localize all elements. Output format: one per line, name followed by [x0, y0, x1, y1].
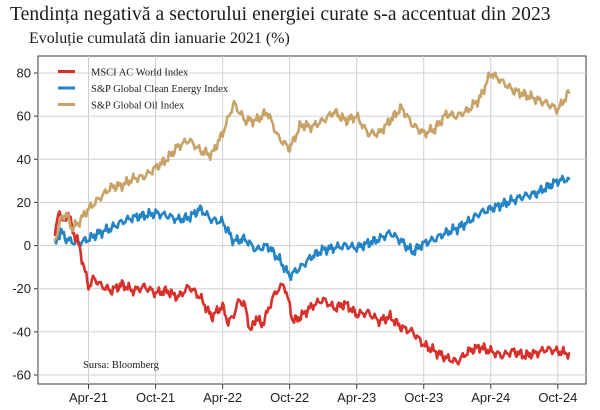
series-layer [53, 71, 571, 366]
legend-swatch-msci [58, 70, 75, 73]
chart-subtitle: Evoluție cumulată din ianuarie 2021 (%) [29, 30, 290, 47]
legend: MSCI AC World Index S&P Global Clean Ene… [58, 68, 229, 112]
y-tick-label: -40 [12, 324, 31, 339]
oil-index-line [53, 71, 571, 242]
x-axis: Apr-21 Oct-21 Apr-22 Oct-22 Apr-23 Oct-23 Apr-… [69, 384, 577, 405]
y-tick-label: -60 [12, 368, 31, 383]
x-tick-label: Apr-23 [337, 390, 376, 405]
legend-label-clean-energy: S&P Global Clean Energy Index [91, 84, 229, 95]
legend-label-msci: MSCI AC World Index [91, 68, 189, 79]
y-axis: 80 60 40 20 0 -20 -40 -60 [12, 66, 38, 383]
x-tick-label: Apr-24 [471, 390, 510, 405]
clean-energy-line [53, 174, 571, 282]
legend-swatch-clean-energy [58, 86, 75, 90]
x-tick-label: Oct-23 [404, 390, 443, 405]
source-note: Sursa: Bloomberg [83, 360, 160, 371]
chart-title: Tendința negativă a sectorului energiei … [10, 4, 551, 25]
y-tick-label: 80 [17, 66, 31, 81]
y-tick-label: 60 [17, 109, 31, 124]
x-tick-label: Apr-21 [69, 390, 108, 405]
x-tick-label: Oct-21 [136, 390, 175, 405]
x-tick-label: Oct-22 [270, 390, 309, 405]
x-tick-label: Oct-24 [538, 390, 577, 405]
y-tick-label: -20 [12, 281, 31, 296]
legend-swatch-oil [58, 103, 75, 106]
y-tick-label: 0 [24, 238, 31, 253]
msci-ac-world-line [53, 210, 571, 366]
plot-frame [37, 55, 587, 385]
legend-label-oil: S&P Global Oil Index [91, 101, 185, 112]
y-tick-label: 40 [17, 152, 31, 167]
y-tick-label: 20 [17, 195, 31, 210]
x-tick-label: Apr-22 [203, 390, 242, 405]
